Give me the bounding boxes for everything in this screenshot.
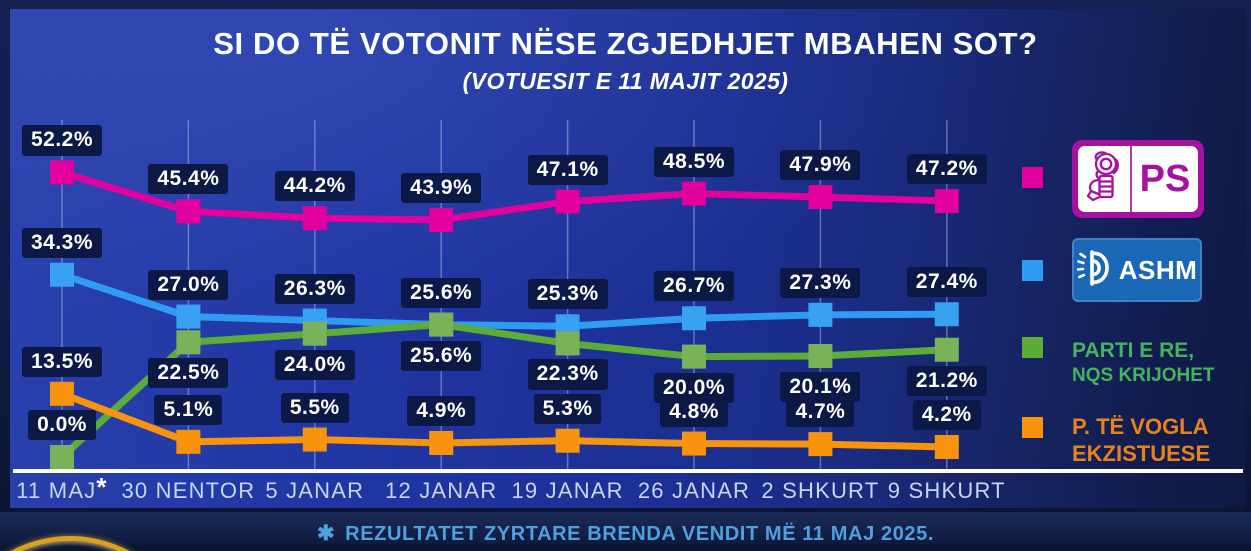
ashm-party-logo: ASHM (1072, 238, 1202, 302)
data-point-marker (176, 199, 201, 224)
series-line-ashm (60, 271, 947, 330)
legend-swatch-small-parties (1022, 417, 1043, 438)
series-line-p-t-vogla-ekzistuese (60, 390, 947, 451)
value-label: 27.3% (780, 267, 861, 298)
data-point-marker (50, 445, 74, 469)
value-label: 25.6% (401, 340, 482, 371)
value-label: 26.7% (653, 271, 735, 302)
page-title: SI DO TË VOTONIT NËSE ZGJEDHJET MBAHEN S… (213, 26, 1038, 61)
data-point-marker (808, 432, 833, 457)
data-point-marker (429, 430, 454, 455)
data-point-marker (682, 344, 706, 369)
data-point-marker (808, 344, 833, 369)
value-label: 52.2% (21, 125, 103, 156)
data-point-marker (50, 381, 74, 406)
data-point-marker (176, 429, 201, 454)
data-point-marker (50, 160, 74, 185)
legend-label-new-party: PARTI E RE, NQS KRIJOHET (1072, 338, 1215, 387)
x-axis-label: 5 JANAR (265, 478, 365, 503)
x-axis-label: 26 JANAR (637, 478, 751, 503)
value-label: 47.1% (527, 154, 608, 185)
value-label: 21.2% (906, 365, 987, 396)
value-label: 26.3% (274, 273, 355, 304)
ps-logo-label: PS (1139, 157, 1191, 200)
value-label: 5.3% (533, 393, 602, 424)
data-point-marker (429, 312, 454, 337)
data-point-marker (682, 431, 706, 456)
legend-swatch-new-party (1022, 337, 1043, 358)
value-label: 47.9% (780, 150, 861, 181)
ps-logo-inner: PS (1078, 146, 1198, 212)
data-point-marker (934, 337, 959, 362)
value-label: 0.0% (28, 410, 96, 441)
value-label: 20.1% (780, 372, 861, 403)
legend-new-party-line1: PARTI E RE, (1072, 339, 1195, 362)
series-line-ps (60, 169, 947, 224)
footnote: ✱ REZULTATET ZYRTARE BRENDA VENDIT MË 11 … (0, 521, 1251, 546)
data-point-marker (682, 306, 706, 331)
ps-logo-divider (1130, 146, 1132, 212)
value-label: 5.1% (154, 394, 223, 425)
ashm-d-icon (1076, 245, 1117, 296)
legend-small-parties-line2: EKZISTUESE (1072, 440, 1211, 466)
data-point-marker (555, 428, 580, 453)
x-axis-label: 9 SHKURT (887, 478, 1006, 503)
footnote-asterisk-icon: ✱ (316, 522, 336, 545)
value-label: 25.6% (401, 277, 482, 308)
value-label: 4.7% (786, 397, 855, 428)
x-axis-label: 2 SHKURT (761, 478, 880, 503)
value-label: 47.2% (906, 154, 987, 185)
data-point-marker (682, 181, 706, 206)
data-point-marker (808, 302, 833, 327)
x-axis-label: 30 NENTOR (121, 478, 256, 503)
value-label: 24.0% (274, 349, 355, 380)
ashm-logo-label: ASHM (1118, 254, 1198, 285)
value-label: 4.2% (912, 399, 981, 431)
footnote-text: REZULTATET ZYRTARE BRENDA VENDIT MË 11 M… (345, 523, 935, 545)
value-label: 43.9% (401, 172, 482, 203)
value-label: 34.3% (21, 227, 103, 258)
data-point-marker (934, 302, 959, 327)
value-label: 4.9% (407, 395, 476, 427)
value-label: 44.2% (274, 171, 355, 202)
value-label: 48.5% (653, 146, 735, 177)
value-label: 22.3% (527, 359, 608, 390)
x-axis-label: 11 MAJ* (16, 472, 108, 503)
value-label: 45.4% (148, 164, 229, 195)
data-point-marker (50, 262, 74, 287)
value-label: 4.8% (660, 396, 728, 427)
data-point-marker (555, 331, 580, 356)
data-point-marker (808, 185, 833, 210)
data-point-marker (302, 206, 327, 231)
data-point-marker (429, 207, 454, 232)
data-point-marker (302, 321, 327, 346)
x-axis-label: 12 JANAR (385, 478, 498, 503)
data-point-marker (934, 189, 959, 214)
x-axis-label: 19 JANAR (511, 478, 624, 503)
value-label: 5.5% (280, 392, 349, 423)
page-subtitle: (VOTUESIT E 11 MAJIT 2025) (462, 68, 789, 94)
axis-asterisk-icon: * (96, 472, 108, 502)
ps-rose-fist-icon (1078, 146, 1130, 212)
series-line-parti-e-re-nqs-krijohet (59, 321, 947, 460)
legend-swatch-ps (1022, 167, 1043, 188)
ps-party-logo: PS (1072, 140, 1204, 218)
data-point-marker (176, 304, 201, 329)
legend-new-party-line2: NQS KRIJOHET (1072, 364, 1215, 386)
legend-label-small-parties: P. TË VOGLA EKZISTUESE (1072, 414, 1210, 468)
value-label: 25.3% (527, 279, 608, 310)
value-label: 27.4% (906, 267, 987, 298)
data-point-marker (555, 189, 580, 214)
value-label: 22.5% (148, 358, 229, 389)
value-label: 27.0% (148, 269, 229, 300)
data-point-marker (934, 434, 959, 459)
footer-band (0, 512, 1251, 545)
legend-swatch-ashm (1022, 260, 1043, 281)
data-point-marker (302, 427, 327, 452)
value-label: 13.5% (21, 346, 103, 377)
data-point-marker (176, 330, 201, 355)
legend-small-parties-line1: P. TË VOGLA (1072, 414, 1209, 439)
